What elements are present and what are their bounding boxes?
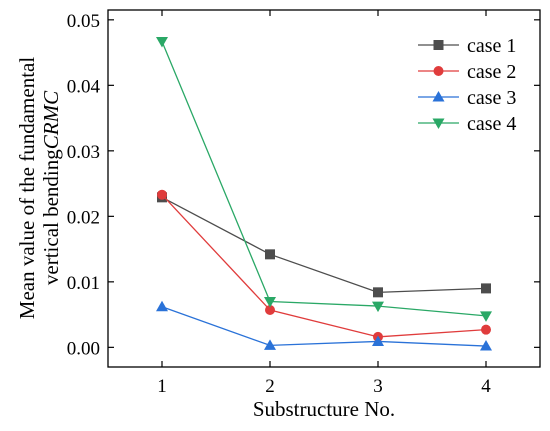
data-point <box>480 340 492 351</box>
series-line <box>161 196 487 293</box>
y-tick-label: 0.00 <box>67 338 100 359</box>
series-4 <box>156 36 492 322</box>
x-axis-title: Substructure No. <box>253 397 395 421</box>
legend-item: case 4 <box>418 113 516 135</box>
data-point <box>265 305 275 316</box>
series-1 <box>157 192 491 298</box>
data-point <box>264 296 276 308</box>
series-line <box>161 194 487 338</box>
y-tick-label: 0.01 <box>67 273 100 294</box>
y-tick-label: 0.02 <box>67 207 100 228</box>
y-tick-label: 0.04 <box>67 76 101 97</box>
y-axis-title-text: vertical bending <box>39 149 63 285</box>
legend-marker <box>433 66 444 76</box>
legend-marker <box>433 40 444 50</box>
data-point <box>372 301 384 313</box>
series-line <box>161 41 487 317</box>
data-point <box>373 287 383 298</box>
x-tick-label: 2 <box>265 376 275 397</box>
data-point <box>265 249 275 260</box>
data-point <box>156 36 168 48</box>
legend-item: case 1 <box>418 35 516 57</box>
data-point <box>372 335 384 346</box>
data-point <box>157 189 167 200</box>
y-axis-title-line1: Mean value of the fundamental <box>15 57 39 320</box>
legend: case 1 case 2 case 3 case 4 <box>418 35 516 135</box>
legend-label: case 4 <box>467 113 516 135</box>
y-axis-title: Mean value of the fundamental vertical b… <box>15 57 63 320</box>
legend-label: case 2 <box>467 61 516 83</box>
y-axis-title-italic: CRMC <box>39 90 63 149</box>
data-point <box>481 283 491 294</box>
legend-item: case 3 <box>418 87 516 109</box>
x-tick-label: 3 <box>373 376 383 397</box>
data-point <box>480 311 492 322</box>
y-axis-ticks: 0.00 0.01 0.02 0.03 0.04 0.05 <box>67 11 540 359</box>
y-tick-label: 0.03 <box>67 142 100 163</box>
x-tick-label: 1 <box>157 376 167 397</box>
y-axis-title-line2: vertical bendingCRMC <box>39 90 63 285</box>
x-axis-ticks: 1 2 3 4 <box>157 10 491 397</box>
data-point <box>264 339 276 350</box>
legend-label: case 1 <box>467 35 516 57</box>
data-point <box>156 300 168 312</box>
legend-label: case 3 <box>467 87 516 109</box>
legend-marker <box>432 91 445 102</box>
series-line <box>161 306 487 347</box>
data-point <box>481 324 491 335</box>
series-layer <box>156 36 492 351</box>
x-tick-label: 4 <box>481 376 491 397</box>
series-3 <box>156 300 492 351</box>
legend-marker <box>432 118 445 129</box>
plot-area-frame <box>107 9 541 368</box>
y-tick-label: 0.05 <box>67 11 100 32</box>
legend-item: case 2 <box>418 61 516 83</box>
series-2 <box>157 189 491 342</box>
